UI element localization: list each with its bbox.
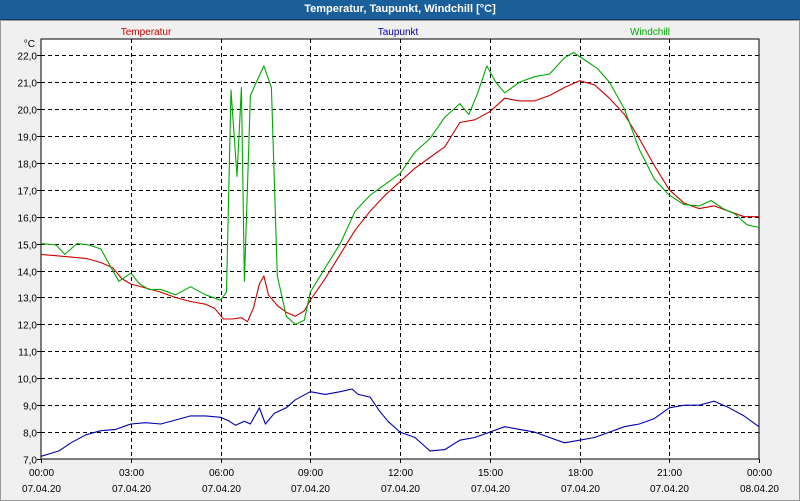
y-tick-label: 19,0 bbox=[18, 133, 38, 144]
x-tick-date: 07.04.20 bbox=[202, 484, 241, 495]
y-unit-label: °C bbox=[24, 39, 35, 50]
x-tick-time: 21:00 bbox=[657, 468, 682, 479]
x-tick-time: 09:00 bbox=[298, 468, 323, 479]
y-tick-label: 16,0 bbox=[18, 214, 38, 225]
legend-temperatur: Temperatur bbox=[121, 27, 172, 38]
x-tick-date: 07.04.20 bbox=[112, 484, 151, 495]
x-tick-date: 07.04.20 bbox=[561, 484, 600, 495]
y-tick-label: 9,0 bbox=[23, 402, 37, 413]
x-tick-time: 15:00 bbox=[478, 468, 503, 479]
y-tick-label: 10,0 bbox=[18, 375, 38, 386]
chart-title-bar: Temperatur, Taupunkt, Windchill [°C] bbox=[0, 0, 800, 20]
x-tick-time: 12:00 bbox=[388, 468, 413, 479]
x-tick-date: 07.04.20 bbox=[291, 484, 330, 495]
x-tick-date: 07.04.20 bbox=[381, 484, 420, 495]
series-lines bbox=[40, 51, 760, 457]
series-line-windchill bbox=[40, 51, 760, 325]
legend-taupunkt: Taupunkt bbox=[378, 27, 419, 38]
y-tick-label: 12,0 bbox=[18, 321, 38, 332]
x-axis: 00:00 07.04.20 03:00 07.04.20 06:00 07.04.20 0… bbox=[22, 459, 779, 495]
y-tick-label: 7,0 bbox=[23, 456, 37, 467]
y-tick-label: 13,0 bbox=[18, 294, 38, 305]
y-tick-label: 18,0 bbox=[18, 160, 38, 171]
chart-title: Temperatur, Taupunkt, Windchill [°C] bbox=[304, 3, 496, 15]
x-tick-date: 07.04.20 bbox=[650, 484, 689, 495]
y-axis: 22,0 21,0 20,0 19,0 18,0 17,0 16,0 15,0 14,0 13,0… bbox=[18, 39, 41, 467]
series-line-taupunkt bbox=[40, 388, 760, 457]
x-tick-date: 07.04.20 bbox=[471, 484, 510, 495]
x-tick-time: 06:00 bbox=[209, 468, 234, 479]
x-tick-time: 03:00 bbox=[119, 468, 144, 479]
x-tick-date: 07.04.20 bbox=[22, 484, 61, 495]
x-tick-time: 18:00 bbox=[568, 468, 593, 479]
chart-frame: 22,0 21,0 20,0 19,0 18,0 17,0 16,0 15,0 14,0 13,0… bbox=[0, 20, 800, 501]
y-tick-label: 8,0 bbox=[23, 429, 37, 440]
x-tick-time: 00:00 bbox=[29, 468, 54, 479]
x-tick-time: 00:00 bbox=[747, 468, 772, 479]
legend-windchill: Windchill bbox=[630, 27, 670, 38]
x-tick-date: 08.04.20 bbox=[740, 484, 779, 495]
y-tick-label: 14,0 bbox=[18, 268, 38, 279]
y-tick-label: 20,0 bbox=[18, 106, 38, 117]
legend: Temperatur Taupunkt Windchill bbox=[121, 27, 670, 38]
y-tick-label: 15,0 bbox=[18, 241, 38, 252]
y-tick-label: 22,0 bbox=[18, 52, 38, 63]
grid-lines bbox=[41, 39, 759, 459]
chart-canvas: 22,0 21,0 20,0 19,0 18,0 17,0 16,0 15,0 14,0 13,0… bbox=[18, 27, 780, 495]
y-tick-label: 11,0 bbox=[18, 348, 37, 359]
y-tick-label: 17,0 bbox=[18, 187, 38, 198]
y-tick-label: 21,0 bbox=[18, 79, 38, 90]
series-line-temperatur bbox=[40, 80, 759, 323]
